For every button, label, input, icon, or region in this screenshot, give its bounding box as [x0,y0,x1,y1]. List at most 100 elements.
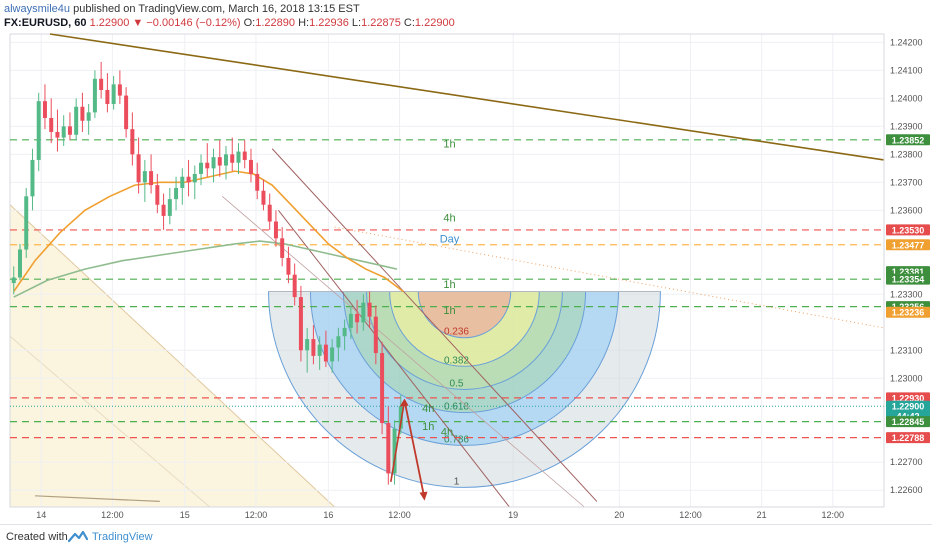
candle [55,109,60,152]
candle-body [292,274,297,298]
candle-body [348,313,353,328]
open-value: 1.22890 [255,17,296,29]
time-tick-label: 12:00 [245,510,268,520]
price-badge-label: 1.23852 [892,135,925,145]
candle-body [92,78,97,113]
candle [355,299,360,334]
candle-body [11,277,16,284]
level-label: 1h [422,421,434,433]
price-badge-bg [886,400,930,412]
candle [236,143,241,174]
chart-header: alwaysmile4u published on TradingView.co… [4,2,904,32]
price-badge-label: 1.23381 [892,267,925,277]
candle [142,159,147,202]
candle-body [111,84,116,104]
price-badge-bg [886,273,930,285]
candle-body [305,339,310,351]
price-badge: 1.23236 [886,306,930,318]
candle [267,193,272,230]
candle-body [186,176,191,183]
fib-label-1: 1 [454,476,460,487]
price-badge-bg [886,134,930,146]
candle-body [267,204,272,222]
candle [286,246,291,284]
candle-body [180,176,185,188]
candle [280,227,285,267]
price-tick-label: 1.23600 [890,205,923,215]
candle [167,187,172,225]
fib-label-0.382: 0.382 [444,355,469,366]
price-badge-bg [886,239,930,251]
price-badge: 1.23852 [886,134,930,146]
price-tick-label: 1.24000 [890,93,923,103]
candle [255,162,260,200]
tradingview-brand[interactable]: TradingView [92,531,153,543]
price-axis[interactable]: 1.24200 1.24100 1.24000 1.23900 1.23800 1.237… [883,34,932,507]
candle [211,148,216,183]
candle [99,61,104,99]
level-label: 1h [443,305,455,317]
candle-body [255,173,260,191]
candle [161,193,166,230]
time-tick-label: 12:00 [101,510,124,520]
up-arrow-line [390,400,406,482]
price-badge-bg [886,416,930,428]
channel-upper [271,148,598,502]
horizontal-levels[interactable] [10,139,884,439]
candle [49,98,54,144]
moving-averages [13,170,404,298]
candle [311,325,316,365]
price-badge-label: 1.23236 [892,308,925,318]
candle [24,187,29,258]
level-label: 4h [422,403,434,415]
price-badge: 1.22845 [886,416,930,428]
candle-body [117,84,122,96]
candle [224,145,229,180]
high-label: H: [298,17,310,29]
level-label: 1h [443,279,455,291]
candle-body [86,112,91,121]
candle [130,112,135,166]
candle-body [386,423,391,474]
candle [392,420,397,485]
high-value: 1.22936 [309,17,349,29]
time-tick-label: 12:00 [679,510,702,520]
candle-body [392,428,397,474]
candle [342,319,347,351]
candle [192,165,197,200]
price-badge-label: 1.22788 [892,433,925,443]
candle [230,137,235,172]
price-tick-label: 1.23800 [890,149,923,159]
candle-body [224,154,229,166]
publish-line: alwaysmile4u published on TradingView.co… [4,2,904,16]
candle-body [24,196,29,250]
candle-body [367,302,372,317]
price-badge-bg [886,224,930,236]
down-arrow-line [403,400,426,499]
candle [199,154,204,186]
candle-body [361,302,366,323]
time-tick-label: 15 [180,510,190,520]
time-axis[interactable]: 14 12:00 15 12:00 16 12:00 19 20 12:00 21 12:00 [10,506,884,520]
candle [42,84,47,130]
tradingview-logo-icon[interactable] [68,530,88,544]
candle [248,148,253,183]
triangle-edge [9,204,335,508]
candle-body [211,157,216,169]
level-label: 1h [443,138,455,150]
price-badge: 1.23530 [886,224,930,236]
forecast-arrows[interactable] [390,398,428,501]
candle-body [67,126,72,135]
candle [217,140,222,177]
candle [155,173,160,214]
price-badge-bg [886,392,930,404]
candle-body [55,131,60,138]
price-badge-label: 1.22900 [892,402,925,412]
author-link[interactable]: alwaysmile4u [4,3,71,15]
price-badge: 1.22788 [886,432,930,444]
price-badge-bg [886,306,930,318]
candle [361,294,366,331]
candle-body [217,157,222,166]
